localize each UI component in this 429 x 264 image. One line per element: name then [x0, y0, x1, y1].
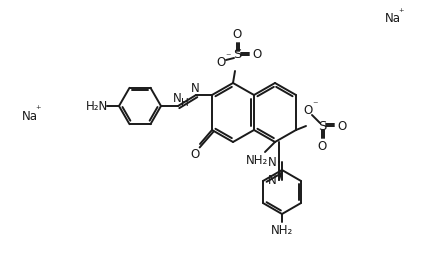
Text: ⁻: ⁻	[225, 52, 231, 62]
Text: ⁺: ⁺	[35, 105, 41, 115]
Text: ⁻: ⁻	[312, 100, 318, 110]
Text: N: N	[268, 155, 276, 168]
Text: N: N	[190, 82, 199, 95]
Text: S: S	[233, 49, 241, 62]
Text: O: O	[216, 55, 226, 68]
Text: ⁺: ⁺	[398, 8, 404, 18]
Text: Na: Na	[22, 110, 38, 122]
Text: NH₂: NH₂	[271, 224, 293, 237]
Text: O: O	[252, 49, 262, 62]
Text: N: N	[172, 92, 181, 106]
Text: O: O	[190, 148, 199, 161]
Text: N: N	[268, 173, 276, 186]
Text: H: H	[181, 98, 189, 108]
Text: S: S	[318, 120, 326, 133]
Text: H₂N: H₂N	[86, 100, 108, 112]
Text: O: O	[317, 140, 326, 153]
Text: O: O	[337, 120, 347, 133]
Text: NH₂: NH₂	[246, 154, 268, 167]
Text: Na: Na	[385, 12, 401, 26]
Text: O: O	[303, 105, 313, 117]
Text: O: O	[233, 29, 242, 41]
